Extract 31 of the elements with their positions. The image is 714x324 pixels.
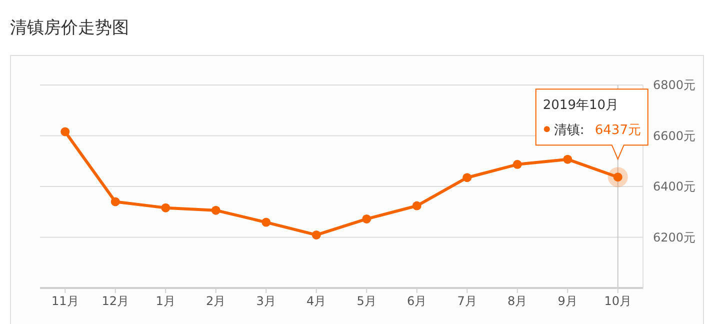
point bbox=[412, 201, 422, 210]
x-tick-label: 7月 bbox=[457, 294, 477, 308]
point bbox=[512, 160, 522, 169]
x-tick-label: 11月 bbox=[51, 294, 79, 308]
point bbox=[563, 154, 572, 164]
point bbox=[312, 230, 321, 240]
y-tick-label: 6400元 bbox=[653, 180, 696, 194]
y-tick-label: 6800元 bbox=[653, 78, 696, 92]
x-tick-label: 10月 bbox=[604, 294, 632, 308]
point bbox=[161, 203, 170, 212]
x-tick-label: 12月 bbox=[102, 294, 130, 308]
x-tick-label: 8月 bbox=[508, 294, 528, 308]
y-tick-label: 6600元 bbox=[653, 128, 696, 143]
x-tick-label: 2月 bbox=[206, 294, 226, 308]
legend-label: 清镇: bbox=[554, 123, 584, 138]
annotation: 2019年10月 bbox=[542, 98, 619, 114]
x-tick-label: 3月 bbox=[256, 294, 276, 308]
x-tick-label: 5月 bbox=[356, 294, 376, 308]
y-tick-label: 6200元 bbox=[653, 230, 696, 244]
x-tick-label: 9月 bbox=[558, 294, 578, 308]
point bbox=[262, 218, 271, 227]
point bbox=[462, 173, 472, 182]
point bbox=[211, 206, 220, 215]
point bbox=[362, 214, 372, 224]
point bbox=[110, 197, 120, 206]
chart-title: 清镇房价走势图 bbox=[10, 18, 129, 38]
x-tick-label: 4月 bbox=[306, 294, 326, 308]
x-tick-label: 1月 bbox=[156, 294, 176, 308]
point bbox=[60, 127, 70, 136]
data-label: 6437元 bbox=[594, 123, 641, 138]
x-tick-label: 6月 bbox=[407, 294, 427, 308]
